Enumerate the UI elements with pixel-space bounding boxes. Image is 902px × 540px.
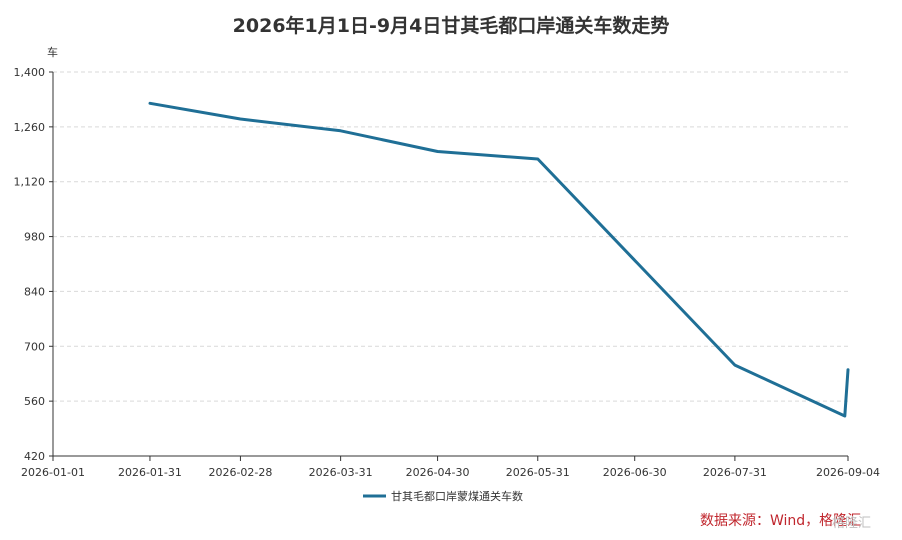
x-tick-label: 2026-04-30	[406, 466, 470, 479]
gridlines	[53, 71, 848, 402]
y-tick-label: 420	[24, 450, 45, 463]
chart-title: 2026年1月1日-9月4日甘其毛都口岸通关车数走势	[233, 14, 670, 37]
x-tick-label: 2026-06-30	[603, 466, 667, 479]
x-tick-label: 2026-02-28	[208, 466, 272, 479]
legend[interactable]: 甘其毛都口岸蒙煤通关车数	[363, 489, 523, 503]
x-tick-label: 2026-05-31	[506, 466, 570, 479]
legend-label: 甘其毛都口岸蒙煤通关车数	[391, 489, 523, 503]
y-axis-unit-label: 车	[47, 45, 58, 59]
watermark: 格隆汇	[832, 515, 871, 531]
x-tick-label: 2026-09-04	[816, 466, 880, 479]
x-tick-labels: 2026-01-01 2026-01-31 2026-02-28 2026-03-31…	[21, 466, 880, 479]
y-tick-label: 1,400	[14, 66, 46, 79]
y-tick-label: 840	[24, 285, 45, 298]
y-tick-label: 980	[24, 231, 45, 244]
y-tick-label: 700	[24, 340, 45, 353]
series-lines	[148, 101, 850, 418]
y-tick-label: 1,260	[14, 121, 46, 134]
x-tick-label: 2026-01-31	[118, 466, 182, 479]
x-tick-label: 2026-07-31	[703, 466, 767, 479]
source-note: 数据来源：Wind，格隆汇	[700, 513, 861, 529]
y-tick-label: 1,120	[14, 176, 46, 189]
y-tick-label: 560	[24, 395, 45, 408]
axes	[49, 71, 849, 461]
y-tick-labels: 420 560 700 840 980 1,120 1,260 1,400	[14, 66, 46, 463]
x-tick-label: 2026-01-01	[21, 466, 85, 479]
series-line[interactable]	[148, 101, 850, 418]
x-tick-label: 2026-03-31	[309, 466, 373, 479]
